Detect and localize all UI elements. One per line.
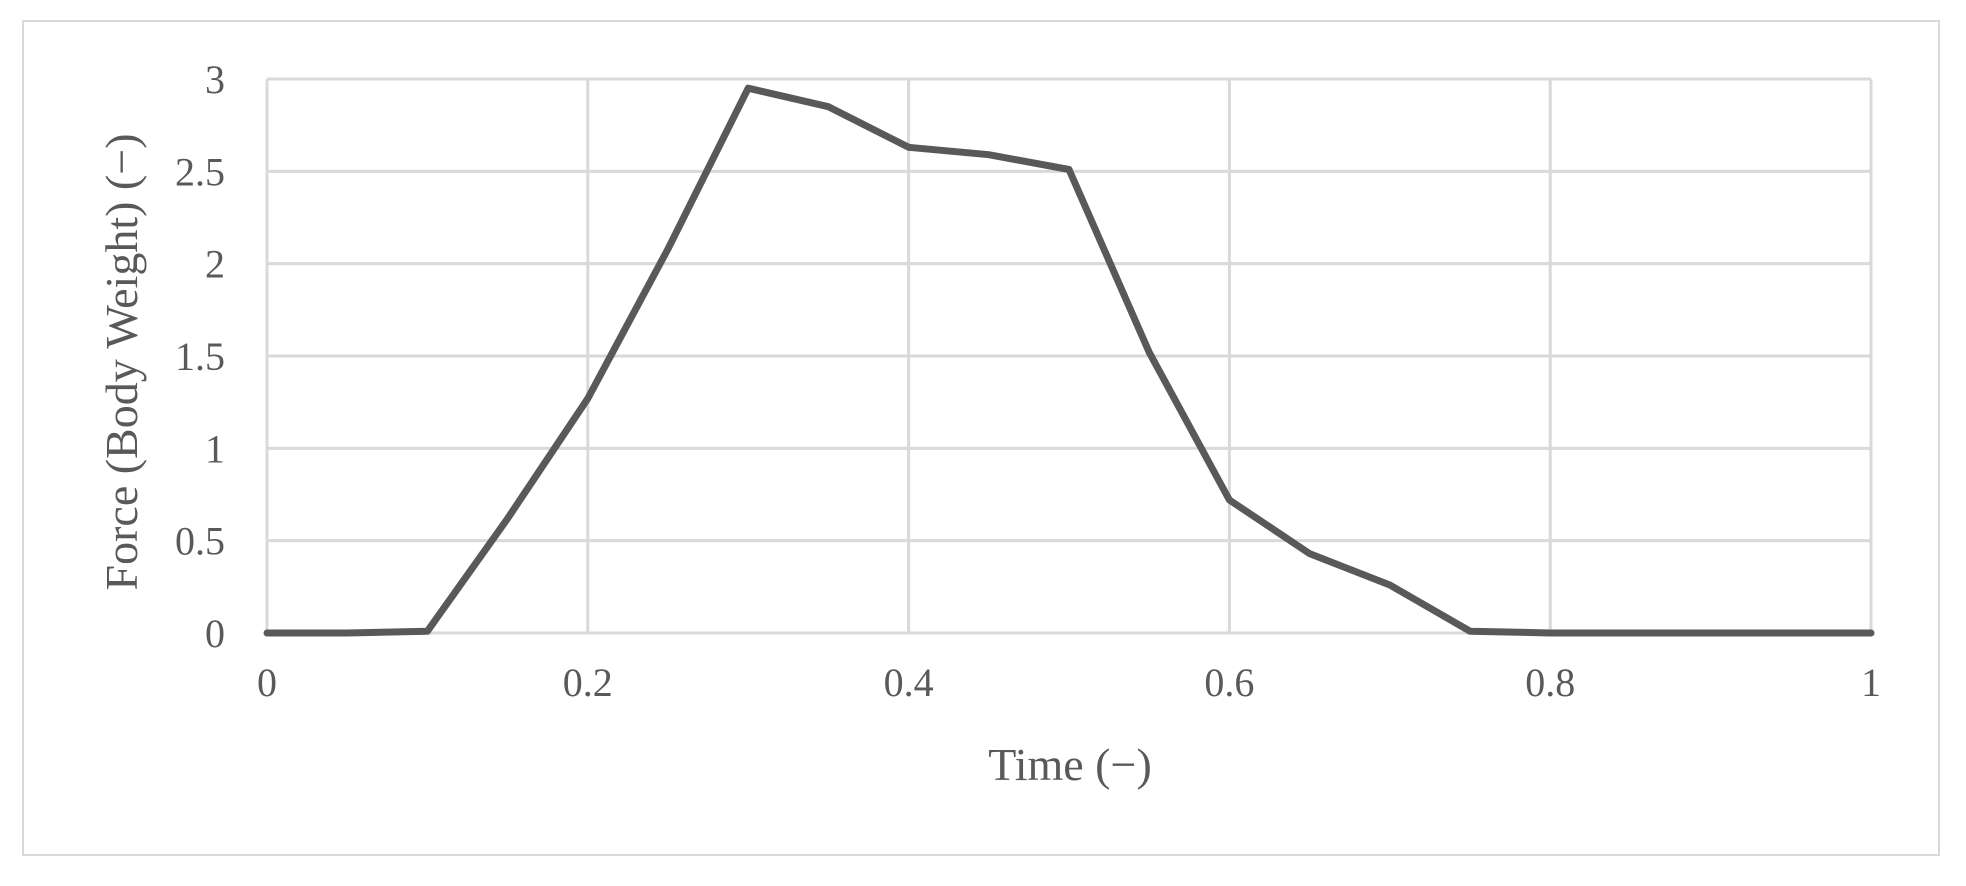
- y-axis-ticks: 0 0.5 1 1.5 2 2.5 3: [175, 57, 225, 656]
- x-tick-label: 1: [1861, 660, 1881, 705]
- chart-frame: [22, 20, 1940, 856]
- y-axis-title: Force (Body Weight) (−): [96, 133, 147, 590]
- y-tick-label: 1: [205, 426, 225, 471]
- y-tick-label: 0: [205, 611, 225, 656]
- y-tick-label: 2.5: [175, 149, 225, 194]
- x-tick-label: 0.4: [884, 660, 934, 705]
- grid: [265, 77, 1873, 635]
- x-tick-label: 0.8: [1525, 660, 1575, 705]
- x-tick-label: 0.2: [563, 660, 613, 705]
- series-line: [263, 84, 1875, 637]
- x-tick-label: 0.6: [1204, 660, 1254, 705]
- y-tick-label: 2: [205, 242, 225, 287]
- y-tick-label: 3: [205, 57, 225, 102]
- y-tick-label: 0.5: [175, 519, 225, 564]
- x-axis-title: Time (−): [988, 739, 1152, 790]
- x-tick-label: 0: [257, 660, 277, 705]
- series-group: [263, 84, 1875, 637]
- y-tick-label: 1.5: [175, 334, 225, 379]
- x-axis-ticks: 0 0.2 0.4 0.6 0.8 1: [257, 660, 1881, 705]
